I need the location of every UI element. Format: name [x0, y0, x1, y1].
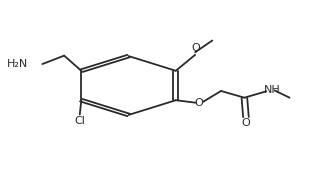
- Text: O: O: [242, 118, 250, 128]
- Text: Cl: Cl: [74, 116, 85, 126]
- Text: NH: NH: [263, 85, 280, 95]
- Text: O: O: [195, 98, 204, 108]
- Text: O: O: [192, 43, 200, 54]
- Text: H₂N: H₂N: [6, 59, 28, 69]
